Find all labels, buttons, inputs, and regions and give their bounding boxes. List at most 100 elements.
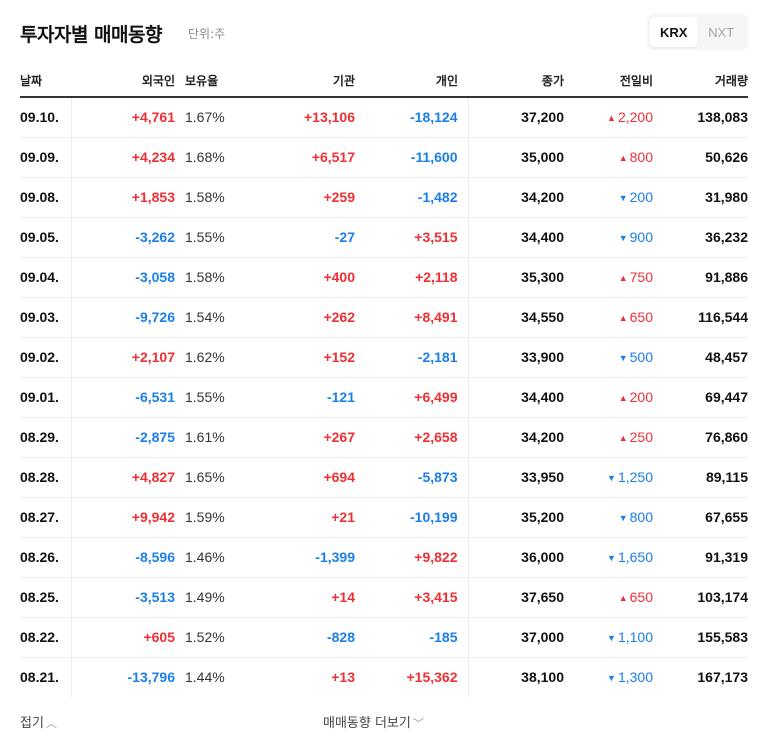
cell-institution: +262: [235, 297, 355, 338]
col-header-foreign: 외국인: [71, 64, 175, 98]
cell-volume: 50,626: [653, 137, 748, 178]
change-value: 200: [629, 189, 653, 205]
change-value: 1,650: [617, 549, 653, 565]
more-trading-button[interactable]: 매매동향 더보기 ﹀: [323, 712, 424, 731]
cell-institution: +267: [235, 417, 355, 458]
cell-foreign: +4,761: [71, 97, 175, 138]
triangle-up-icon: ▲: [607, 113, 616, 124]
cell-institution: -1,399: [235, 537, 355, 578]
cell-close: 35,000: [468, 137, 564, 178]
cell-holding-ratio: 1.44%: [185, 669, 225, 686]
cell-holding-ratio: 1.62%: [175, 337, 235, 378]
col-header-individual: 개인: [355, 64, 468, 98]
cell-foreign: -8,596: [71, 537, 175, 578]
cell-foreign: -13,796: [127, 669, 175, 686]
cell-volume: 155,583: [653, 617, 748, 658]
cell-individual: +6,499: [355, 377, 469, 418]
cell-close: 34,400: [468, 377, 564, 418]
table-row: 09.02. +2,107 1.62% +152 -2,181 33,900 ▼ 500 48,…: [20, 337, 748, 378]
change-value: 250: [629, 429, 653, 445]
cell-change: ▼ 1,300: [564, 657, 653, 697]
col-header-date: 날짜: [20, 64, 71, 98]
cell-institution: -828: [235, 617, 355, 658]
triangle-up-icon: ▲: [618, 273, 628, 283]
triangle-down-icon: ▼: [618, 193, 628, 203]
cell-institution: -121: [235, 377, 355, 418]
chevron-up-icon: ︿: [45, 717, 57, 730]
cell-foreign: +9,942: [71, 497, 175, 538]
cell-holding-ratio: 1.54%: [175, 297, 235, 338]
cell-date: 09.05.: [20, 217, 72, 258]
section-title: 투자자별 매매동향: [20, 24, 162, 46]
table-row: 08.25. -3,513 1.49% +14 +3,415 37,650 ▲ 650 103,…: [20, 577, 748, 618]
cell-holding-ratio: 1.61%: [175, 417, 235, 458]
table-row: 09.10. +4,761 1.67% +13,106 -18,124 37,200 ▲ 2,…: [20, 97, 748, 138]
cell-change: ▲ 200: [564, 377, 653, 418]
table-row: 08.26. -8,596 1.46% -1,399 +9,822 36,000 ▼ 1,65…: [20, 537, 748, 578]
cell-close: 34,400: [468, 217, 564, 258]
table-row: 08.29. -2,875 1.61% +267 +2,658 34,200 ▲ 250 76,…: [20, 417, 748, 458]
cell-holding-ratio: 1.59%: [175, 497, 235, 538]
cell-foreign: +4,827: [71, 457, 175, 498]
cell-date: 08.28.: [20, 457, 72, 498]
table-body: 09.10. +4,761 1.67% +13,106 -18,124 37,200 ▲ 2,…: [20, 97, 748, 697]
cell-foreign: +1,853: [71, 177, 175, 218]
cell-foreign: -3,513: [71, 577, 175, 618]
cell-volume: 91,319: [653, 537, 748, 578]
table-row: 09.01. -6,531 1.55% -121 +6,499 34,400 ▲ 200 69,…: [20, 377, 748, 418]
cell-individual: -2,181: [355, 337, 469, 378]
triangle-down-icon: ▼: [618, 513, 628, 523]
more-trading-label: 매매동향 더보기: [323, 716, 411, 731]
triangle-up-icon: ▲: [618, 313, 628, 323]
triangle-down-icon: ▼: [607, 473, 616, 483]
cell-individual: -5,873: [355, 457, 469, 498]
table-row: 09.09. +4,234 1.68% +6,517 -11,600 35,000 ▲ 800…: [20, 137, 748, 178]
cell-close: 33,900: [468, 337, 564, 378]
change-value: 800: [629, 509, 653, 525]
triangle-down-icon: ▼: [607, 553, 616, 563]
cell-institution: +13,106: [235, 97, 355, 138]
cell-foreign: -2,875: [71, 417, 175, 458]
cell-individual: -10,199: [355, 497, 469, 538]
change-value: 1,300: [617, 669, 653, 686]
col-header-volume: 거래량: [653, 64, 748, 98]
market-toggle-nxt[interactable]: NXT: [708, 24, 735, 40]
cell-institution: +21: [235, 497, 355, 538]
chevron-down-icon: ﹀: [412, 717, 424, 730]
cell-volume: 67,655: [653, 497, 748, 538]
cell-volume: 36,232: [653, 217, 748, 258]
col-header-institution: 기관: [235, 64, 355, 98]
cell-volume: 91,886: [653, 257, 748, 298]
triangle-up-icon: ▲: [618, 153, 628, 163]
triangle-down-icon: ▼: [618, 353, 628, 363]
cell-change: ▼ 200: [564, 177, 653, 218]
triangle-up-icon: ▲: [618, 593, 628, 603]
fold-button[interactable]: 접기 ︿: [20, 712, 57, 731]
cell-individual: -1,482: [355, 177, 469, 218]
cell-individual: +3,415: [355, 577, 469, 618]
cell-holding-ratio: 1.58%: [175, 257, 235, 298]
cell-date: 08.21.: [20, 657, 72, 697]
cell-foreign: -6,531: [71, 377, 175, 418]
cell-individual: +3,515: [355, 217, 469, 258]
table-row: 08.27. +9,942 1.59% +21 -10,199 35,200 ▼ 800 67,…: [20, 497, 748, 538]
table-footer: 접기 ︿ 매매동향 더보기 ﹀: [20, 712, 748, 732]
market-toggle-krx[interactable]: KRX: [650, 17, 698, 47]
cell-individual: +9,822: [355, 537, 469, 578]
cell-change: ▲ 750: [564, 257, 653, 298]
cell-close: 36,000: [468, 537, 564, 578]
cell-institution: +13: [331, 669, 355, 686]
cell-institution: +152: [235, 337, 355, 378]
table-header-row: 날짜 외국인 보유율 기관 개인 종가 전일비 거래량: [20, 64, 748, 98]
investor-trading-table: 날짜 외국인 보유율 기관 개인 종가 전일비 거래량 09.10. +4,761…: [20, 64, 748, 697]
cell-volume: 76,860: [653, 417, 748, 458]
cell-date: 09.03.: [20, 297, 72, 338]
change-value: 500: [629, 349, 653, 365]
cell-change: ▼ 500: [564, 337, 653, 378]
cell-date: 08.27.: [20, 497, 72, 538]
cell-volume: 116,544: [653, 297, 748, 338]
cell-holding-ratio: 1.55%: [175, 377, 235, 418]
cell-volume: 138,083: [653, 97, 748, 138]
cell-change: ▼ 1,650: [564, 537, 653, 578]
triangle-down-icon: ▼: [607, 633, 616, 643]
